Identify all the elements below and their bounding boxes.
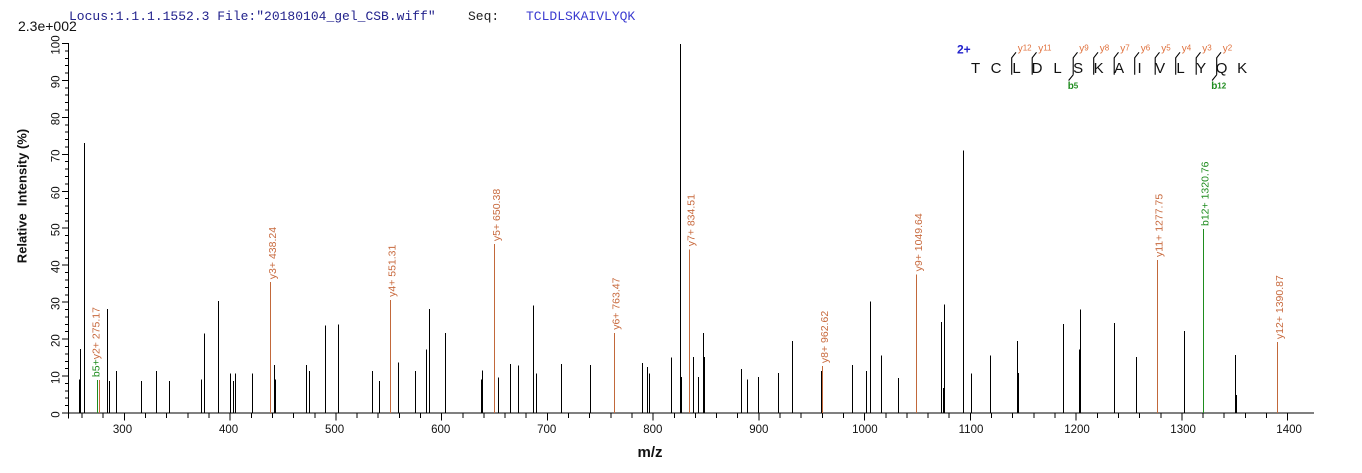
svg-text:0: 0: [51, 411, 63, 417]
svg-text:Seq:: Seq:: [468, 9, 499, 24]
svg-text:1200: 1200: [1064, 424, 1090, 436]
svg-text:80: 80: [51, 113, 63, 126]
svg-text:y4: y4: [1182, 44, 1192, 55]
svg-text:60: 60: [51, 186, 63, 199]
svg-text:y9+ 1049.64: y9+ 1049.64: [913, 213, 925, 271]
svg-text:y12+ 1390.87: y12+ 1390.87: [1274, 275, 1286, 339]
svg-text:2.3e+002: 2.3e+002: [18, 18, 77, 34]
svg-text:C: C: [991, 60, 1002, 77]
svg-text:10: 10: [51, 371, 63, 384]
svg-text:y11+ 1277.75: y11+ 1277.75: [1154, 194, 1166, 257]
svg-text:700: 700: [537, 424, 556, 436]
svg-text:40: 40: [51, 260, 63, 273]
svg-text:y11: y11: [1038, 44, 1052, 55]
svg-text:1000: 1000: [852, 424, 878, 436]
svg-text:b5: b5: [1068, 81, 1079, 92]
svg-text:50: 50: [51, 223, 63, 236]
svg-text:y3+ 438.24: y3+ 438.24: [267, 227, 279, 279]
svg-text:K: K: [1237, 60, 1247, 77]
svg-text:A: A: [1114, 60, 1124, 77]
svg-text:y12: y12: [1018, 44, 1032, 55]
svg-text:500: 500: [325, 424, 344, 436]
svg-text:y8: y8: [1100, 44, 1110, 55]
svg-text:y9: y9: [1079, 44, 1089, 55]
svg-text:K: K: [1094, 60, 1104, 77]
svg-text:L: L: [1176, 60, 1184, 77]
svg-text:90: 90: [51, 76, 63, 89]
svg-text:y5+ 650.38: y5+ 650.38: [491, 189, 503, 241]
svg-text:D: D: [1032, 60, 1043, 77]
svg-text:Q: Q: [1216, 60, 1228, 77]
svg-text:S: S: [1073, 60, 1083, 77]
svg-text:y8+ 962.62: y8+ 962.62: [819, 311, 831, 363]
svg-text:I: I: [1138, 60, 1142, 77]
svg-text:300: 300: [113, 424, 132, 436]
svg-text:2+: 2+: [957, 43, 971, 57]
svg-text:Y: Y: [1196, 60, 1206, 77]
svg-text:Relative Intensity (%): Relative Intensity (%): [14, 129, 29, 263]
svg-text:1400: 1400: [1276, 424, 1302, 436]
svg-text:y5: y5: [1161, 44, 1171, 55]
svg-text:b5+y2+ 275.17: b5+y2+ 275.17: [90, 307, 102, 377]
svg-text:m/z: m/z: [637, 444, 662, 461]
svg-text:V: V: [1155, 60, 1165, 77]
svg-text:400: 400: [219, 424, 238, 436]
svg-text:b12: b12: [1211, 81, 1227, 92]
svg-text:900: 900: [749, 424, 768, 436]
svg-text:600: 600: [431, 424, 450, 436]
svg-text:100: 100: [51, 35, 63, 54]
svg-text:800: 800: [643, 424, 662, 436]
svg-text:y6: y6: [1141, 44, 1151, 55]
svg-text:TCLDLSKAIVLYQK: TCLDLSKAIVLYQK: [526, 9, 635, 24]
svg-text:1100: 1100: [959, 424, 984, 436]
svg-text:y2: y2: [1223, 44, 1233, 55]
svg-text:Locus:1.1.1.1552.3 File:"20180: Locus:1.1.1.1552.3 File:"20180104_gel_CS…: [69, 9, 436, 24]
svg-text:y7+ 834.51: y7+ 834.51: [686, 194, 698, 246]
svg-text:y4+ 551.31: y4+ 551.31: [387, 244, 399, 296]
svg-text:20: 20: [51, 334, 63, 347]
svg-text:70: 70: [51, 150, 63, 163]
svg-text:y6+ 763.47: y6+ 763.47: [611, 277, 623, 329]
svg-text:L: L: [1012, 60, 1020, 77]
svg-text:30: 30: [51, 297, 63, 310]
svg-text:b12+ 1320.76: b12+ 1320.76: [1199, 161, 1211, 226]
svg-text:y3: y3: [1202, 44, 1212, 55]
svg-text:L: L: [1053, 60, 1061, 77]
svg-text:y7: y7: [1120, 44, 1130, 55]
svg-text:1300: 1300: [1170, 424, 1196, 436]
svg-text:T: T: [971, 60, 980, 77]
